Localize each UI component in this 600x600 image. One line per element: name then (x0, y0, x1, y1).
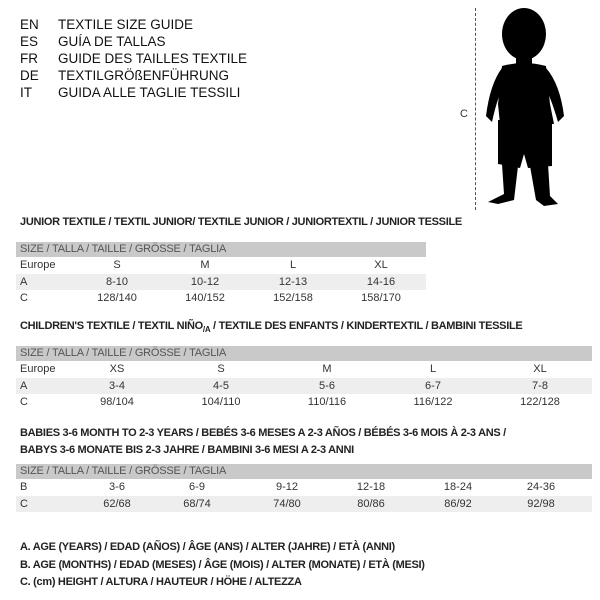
junior-title: JUNIOR TEXTILE / TEXTIL JUNIOR/ TEXTILE … (20, 216, 462, 228)
table-row: C 98/104 104/110 110/116 116/122 122/128 (20, 396, 560, 408)
language-en: EN TEXTILE SIZE GUIDE (20, 17, 194, 32)
legend-a: A. AGE (YEARS) / EDAD (AÑOS) / ÂGE (ANS)… (20, 541, 395, 553)
size-header: SIZE / TALLA / TAILLE / GRÖSSE / TAGLIA (16, 242, 426, 257)
babies-title-line-1: BABIES 3-6 MONTH TO 2-3 YEARS / BEBÉS 3-… (20, 427, 506, 439)
table-row: C 128/140 140/152 152/158 158/170 (20, 292, 401, 304)
table-row: Europe XS S M L XL (20, 363, 547, 375)
size-header: SIZE / TALLA / TAILLE / GRÖSSE / TAGLIA (16, 464, 592, 479)
language-es: ES GUÍA DE TALLAS (20, 34, 166, 49)
language-it: IT GUIDA ALLE TAGLIE TESSILI (20, 85, 241, 100)
legend: A. AGE (YEARS) / EDAD (AÑOS) / ÂGE (ANS)… (20, 539, 425, 592)
table-row: C 62/68 68/74 74/80 80/86 86/92 92/98 (16, 495, 592, 512)
language-fr: FR GUIDE DES TAILLES TEXTILE (20, 51, 248, 66)
size-header: SIZE / TALLA / TAILLE / GRÖSSE / TAGLIA (16, 346, 592, 361)
table-row: A 3-4 4-5 5-6 6-7 7-8 (16, 377, 592, 394)
language-list: EN TEXTILE SIZE GUIDE ES GUÍA DE TALLAS FR… (20, 16, 247, 101)
table-row: Europe S M L XL (20, 259, 388, 271)
children-size-table: SIZE / TALLA / TAILLE / GRÖSSE / TAGLIA … (16, 346, 592, 411)
table-row: B 3-6 6-9 9-12 12-18 18-24 24-36 (20, 481, 556, 493)
children-title: CHILDREN'S TEXTILE / TEXTIL NIÑO/A / TEX… (20, 320, 523, 335)
height-measure-line (475, 8, 476, 210)
height-label: C (460, 108, 468, 120)
child-silhouette-icon (486, 8, 564, 206)
legend-c: C. (cm) HEIGHT / ALTURA / HAUTEUR / HÖHE… (20, 576, 302, 588)
junior-size-table: SIZE / TALLA / TAILLE / GRÖSSE / TAGLIA … (16, 242, 426, 307)
language-de: DE TEXTILGRÖßENFÜHRUNG (20, 68, 230, 83)
babies-size-table: SIZE / TALLA / TAILLE / GRÖSSE / TAGLIA … (16, 464, 592, 512)
babies-title-line-2: BABYS 3-6 MONATE BIS 2-3 JAHRE / BAMBINI… (20, 444, 354, 456)
table-row: A 8-10 10-12 12-13 14-16 (16, 273, 426, 290)
legend-b: B. AGE (MONTHS) / EDAD (MESES) / ÂGE (MO… (20, 558, 425, 571)
